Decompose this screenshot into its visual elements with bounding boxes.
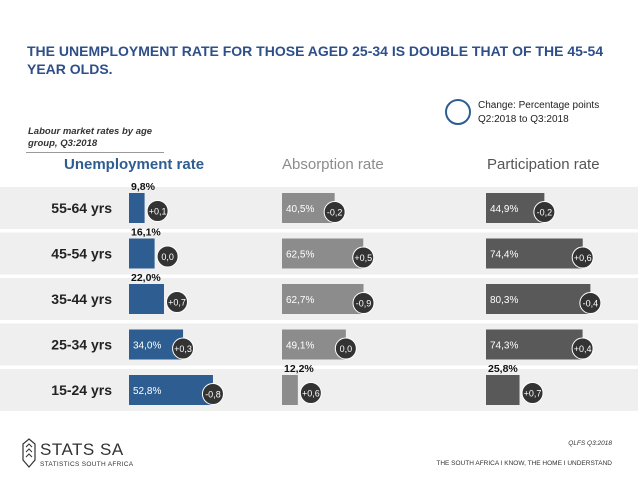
value-label: 52,8% [133,386,161,397]
change-circle [571,337,594,360]
chart-subtitle: Labour market rates by age group, Q3:201… [28,126,153,149]
change-circle [579,292,602,314]
change-label: +0,1 [149,207,167,217]
change-label: -0,2 [327,208,343,218]
value-label: 80,3% [490,295,518,306]
participation-heading: Participation rate [487,156,600,173]
change-circle [571,246,594,269]
logo-subtitle: STATISTICS SOUTH AFRICA [40,461,134,468]
change-label: -0,8 [205,390,221,400]
change-circle [533,201,556,223]
change-circle [323,201,346,223]
change-circle [352,246,375,269]
stats-sa-logo-icon [22,438,36,468]
value-label: 22,0% [131,272,161,284]
category-label: 25-34 yrs [51,337,112,353]
change-label: +0,6 [302,389,320,399]
change-legend: Change: Percentage points Q2:2018 to Q3:… [478,99,599,127]
value-label: 12,2% [284,363,314,375]
change-label: -0,4 [583,299,599,309]
bar [282,375,298,405]
change-label: 0,0 [161,252,174,262]
value-label: 62,7% [286,295,314,306]
bar [282,238,364,269]
change-circle [521,382,544,404]
change-circle [299,382,322,404]
value-label: 62,5% [286,250,314,261]
value-label: 34,0% [133,341,161,352]
source-note: QLFS Q3:2018 [568,440,612,447]
category-label: 15-24 yrs [51,382,112,398]
change-label: +0,5 [354,253,372,263]
change-circle [172,337,195,360]
change-circle [352,292,375,314]
change-circle [334,337,357,360]
footer-tagline: THE SOUTH AFRICA I KNOW, THE HOME I UNDE… [436,460,612,467]
value-label: 49,1% [286,341,314,352]
value-label: 9,8% [131,181,156,193]
change-legend-circle [445,99,471,125]
logo-wordmark: STATS SA [40,440,124,459]
value-label: 25,8% [488,363,518,375]
absorption-heading: Absorption rate [282,156,384,173]
value-label: 40,5% [286,204,314,215]
value-label: 74,3% [490,341,518,352]
change-label: +0,7 [524,389,542,399]
value-label: 44,9% [490,204,518,215]
bar [486,329,583,360]
category-label: 45-54 yrs [51,246,112,262]
page-title: THE UNEMPLOYMENT RATE FOR THOSE AGED 25-… [27,43,604,77]
bar [486,375,520,405]
category-label: 35-44 yrs [51,291,112,307]
subtitle-divider [26,152,164,153]
bar [486,284,591,314]
bar [129,193,145,223]
change-label: +0,4 [574,344,592,354]
change-circle [165,291,188,313]
change-circle [146,200,169,222]
category-label: 55-64 yrs [51,200,112,216]
bar [282,284,364,314]
bar [129,284,164,314]
change-label: -0,9 [356,299,372,309]
change-label: +0,3 [174,344,192,354]
change-label: +0,7 [168,298,186,308]
change-legend-line2: Q2:2018 to Q3:2018 [478,114,569,125]
bar [129,238,155,269]
change-label: -0,2 [537,208,553,218]
change-legend-line1: Change: Percentage points [478,100,600,111]
bar [486,238,583,269]
unemployment-heading: Unemployment rate [64,156,205,173]
change-circle [201,383,224,405]
value-label: 16,1% [131,227,161,239]
change-circle [156,245,179,268]
change-label: 0,0 [340,344,353,354]
bar [282,329,346,360]
value-label: 74,4% [490,250,518,261]
bar [129,375,213,405]
change-label: +0,6 [574,253,592,263]
